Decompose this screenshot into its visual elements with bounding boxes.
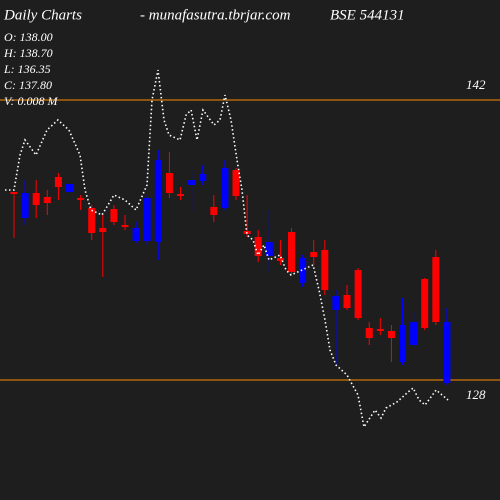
candle-body bbox=[276, 258, 284, 261]
candle-body bbox=[121, 225, 129, 227]
ohlc-label: C: 137.80 bbox=[4, 78, 52, 92]
candle-body bbox=[288, 232, 296, 272]
candle-body bbox=[143, 198, 151, 241]
candle-body bbox=[110, 209, 118, 222]
candle-body bbox=[254, 237, 262, 256]
candle-body bbox=[221, 168, 229, 208]
ohlc-label: O: 138.00 bbox=[4, 30, 53, 44]
candle-body bbox=[43, 197, 51, 203]
candle-body bbox=[54, 177, 62, 187]
symbol: BSE 544131 bbox=[330, 7, 405, 23]
ohlc-label: V: 0.008 M bbox=[4, 94, 59, 108]
candle-body bbox=[410, 322, 418, 345]
candle-body bbox=[321, 250, 329, 290]
level-label: 142 bbox=[466, 77, 486, 92]
candle-body bbox=[177, 194, 185, 196]
chart-title: Daily Charts bbox=[3, 7, 82, 23]
candle-body bbox=[199, 174, 207, 181]
candle-body bbox=[77, 198, 85, 200]
candle-body bbox=[443, 322, 451, 383]
candle-body bbox=[210, 207, 218, 215]
candle-body bbox=[99, 228, 107, 232]
candle-body bbox=[32, 193, 40, 205]
candle-body bbox=[188, 180, 196, 185]
candle-body bbox=[343, 295, 351, 308]
candle-body bbox=[65, 184, 73, 192]
candle-body bbox=[232, 170, 240, 196]
candle-body bbox=[21, 193, 29, 218]
candle-body bbox=[399, 325, 407, 362]
candle-body bbox=[432, 257, 440, 322]
candle-body bbox=[10, 192, 18, 194]
candle-body bbox=[310, 252, 318, 257]
ohlc-label: H: 138.70 bbox=[3, 46, 53, 60]
candle-body bbox=[265, 242, 273, 256]
level-label: 128 bbox=[466, 387, 486, 402]
source: - munafasutra.tbrjar.com bbox=[140, 7, 291, 23]
candle-body bbox=[387, 331, 395, 338]
indicator-line bbox=[5, 69, 449, 430]
candle-body bbox=[154, 160, 162, 242]
candle-body bbox=[421, 279, 429, 328]
candle-body bbox=[332, 296, 340, 310]
candle-body bbox=[88, 208, 96, 233]
candle-body bbox=[365, 328, 373, 338]
candle-body bbox=[354, 270, 362, 318]
ohlc-label: L: 136.35 bbox=[3, 62, 51, 76]
candle-body bbox=[132, 228, 140, 241]
candle-body bbox=[165, 173, 173, 193]
candle-body bbox=[376, 329, 384, 331]
plot bbox=[0, 69, 500, 430]
candle-body bbox=[299, 258, 307, 283]
